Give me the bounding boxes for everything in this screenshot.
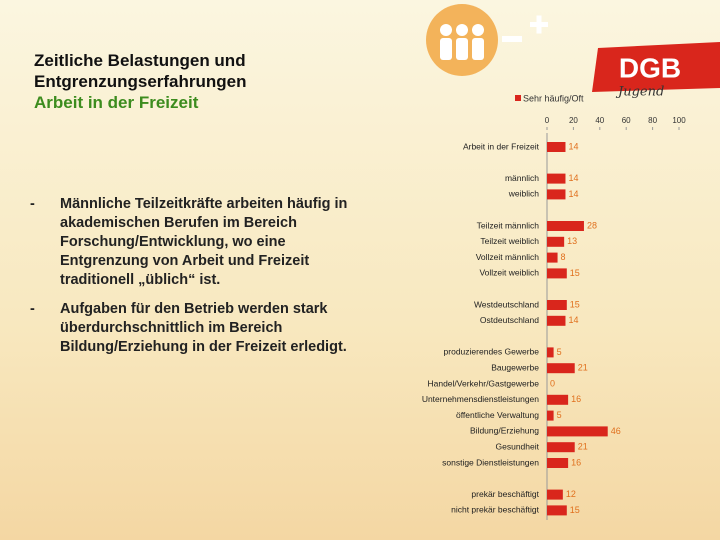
bar — [547, 426, 608, 437]
logo-plus — [536, 15, 542, 34]
x-tick-label: 40 — [595, 116, 604, 125]
bar — [547, 347, 554, 358]
data-label: 21 — [578, 442, 588, 452]
logo-figure — [456, 38, 468, 60]
category-label: Vollzeit männlich — [476, 252, 540, 262]
x-tick-label: 80 — [648, 116, 657, 125]
x-tick-label: 60 — [622, 116, 631, 125]
logo-figure — [472, 38, 484, 60]
logo-figure — [456, 24, 468, 36]
logo-figure — [472, 24, 484, 36]
category-label: nicht prekär beschäftigt — [451, 505, 540, 515]
category-label: Teilzeit weiblich — [480, 236, 539, 246]
legend-label: Sehr häufig/Oft — [523, 93, 584, 103]
category-label: produzierendes Gewerbe — [444, 347, 540, 357]
title-line: Zeitliche Belastungen und — [34, 51, 246, 70]
bar — [547, 442, 575, 453]
data-label: 14 — [568, 173, 578, 183]
logo-figure — [440, 24, 452, 36]
data-label: 14 — [568, 141, 578, 151]
category-label: weiblich — [508, 189, 540, 199]
bar — [547, 505, 567, 516]
bar — [547, 300, 567, 310]
x-tick-label: 20 — [569, 116, 578, 125]
logo-minus — [502, 36, 522, 42]
category-label: Handel/Verkehr/Gastgewerbe — [427, 378, 539, 388]
logo-figure — [440, 38, 452, 60]
logo-banner — [592, 42, 720, 92]
bullet: - Aufgaben für den Betrieb werden stark ü… — [30, 300, 350, 357]
data-label: 15 — [570, 268, 580, 278]
data-label: 28 — [587, 220, 597, 230]
data-label: 15 — [570, 505, 580, 515]
title: Zeitliche Belastungen und Entgrenzungser… — [34, 50, 247, 113]
data-label: 14 — [568, 315, 578, 325]
bar — [547, 410, 554, 421]
category-label: öffentliche Verwaltung — [456, 410, 539, 420]
data-label: 0 — [550, 378, 555, 388]
x-tick-label: 100 — [672, 116, 686, 125]
data-label: 16 — [571, 457, 581, 467]
bar — [547, 489, 563, 500]
category-label: Ostdeutschland — [480, 315, 539, 325]
category-label: prekär beschäftigt — [471, 489, 539, 499]
bullet-text: Aufgaben für den Betrieb werden stark üb… — [60, 301, 347, 355]
bar — [547, 189, 566, 200]
category-label: Bildung/Erziehung — [470, 426, 539, 436]
data-label: 46 — [611, 426, 621, 436]
bar — [547, 173, 566, 184]
data-label: 15 — [570, 299, 580, 309]
bar — [547, 394, 569, 405]
bar — [547, 236, 565, 247]
bar — [547, 363, 575, 374]
x-tick-label: 0 — [545, 116, 550, 125]
logo: DGB Jugend — [426, 4, 720, 100]
bullet-text: Männliche Teilzeitkräfte arbeiten häufig… — [60, 196, 348, 288]
category-label: Unternehmensdienstleistungen — [422, 394, 539, 404]
category-label: Gesundheit — [496, 441, 540, 451]
category-label: Teilzeit männlich — [477, 220, 540, 230]
subtitle: Arbeit in der Freizeit — [34, 93, 199, 112]
legend-swatch — [515, 95, 521, 101]
data-label: 8 — [561, 252, 566, 262]
data-label: 14 — [568, 189, 578, 199]
data-label: 5 — [557, 410, 562, 420]
bar — [547, 458, 569, 468]
bar — [547, 221, 584, 231]
category-label: Westdeutschland — [474, 299, 539, 309]
bar — [547, 268, 567, 279]
bar — [547, 142, 566, 152]
category-label: Vollzeit weiblich — [479, 268, 539, 278]
data-label: 13 — [567, 236, 577, 246]
data-label: 5 — [557, 347, 562, 357]
bar — [547, 315, 566, 326]
bar — [547, 252, 558, 263]
data-label: 12 — [566, 489, 576, 499]
logo-text: DGB — [619, 52, 681, 83]
data-label: 16 — [571, 394, 581, 404]
category-label: männlich — [505, 173, 539, 183]
logo-script: Jugend — [615, 85, 664, 100]
title-line: Entgrenzungserfahrungen — [34, 72, 247, 91]
category-label: sonstige Dienstleistungen — [442, 457, 539, 467]
category-label: Baugewerbe — [491, 362, 539, 372]
data-label: 21 — [578, 363, 588, 373]
bullet: - Männliche Teilzeitkräfte arbeiten häufi… — [30, 195, 350, 290]
category-label: Arbeit in der Freizeit — [463, 141, 540, 151]
